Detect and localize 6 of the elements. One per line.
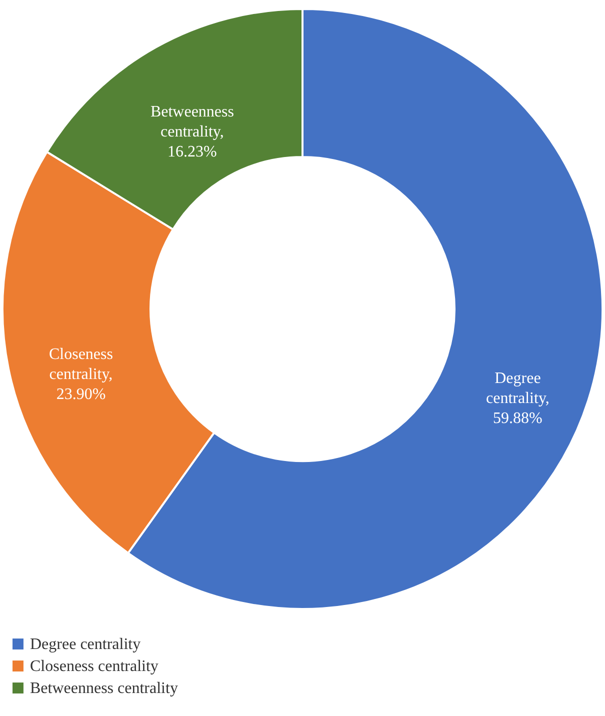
data-label: Betweenness centrality, 16.23% [150, 104, 234, 161]
legend-label: Betweenness centrality [30, 680, 178, 697]
data-label: Degree centrality, 59.88% [486, 370, 550, 427]
legend-label: Degree centrality [30, 636, 141, 653]
legend-label: Closeness centrality [30, 658, 158, 675]
data-label: Closeness centrality, 23.90% [48, 346, 113, 403]
